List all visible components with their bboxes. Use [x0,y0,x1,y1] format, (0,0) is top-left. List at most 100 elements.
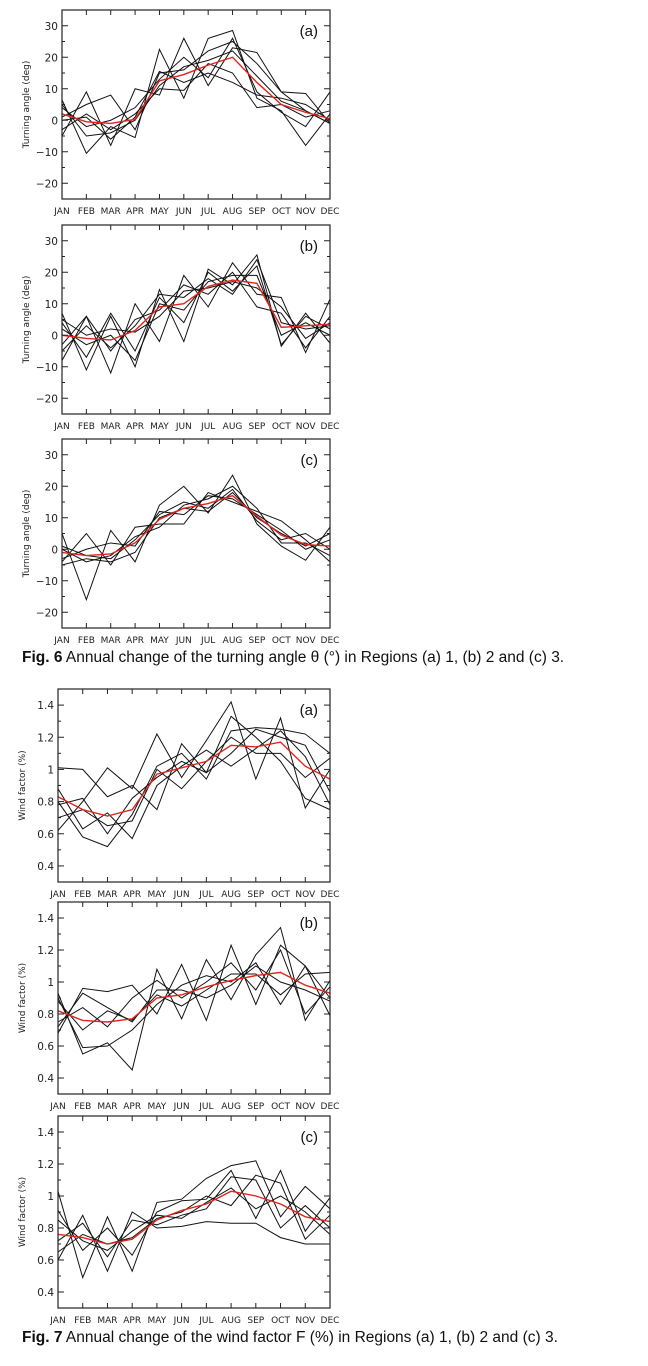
panel-label: (c) [301,1129,319,1146]
panel-label: (c) [301,452,319,469]
y-tick-label: 1 [47,764,54,776]
x-tick-label: JUL [198,1102,213,1112]
panel-label: (a) [300,23,318,40]
x-tick-label: JAN [49,1316,65,1326]
x-tick-label: DEC [321,636,340,646]
series-line-2 [57,1169,331,1257]
x-tick-label: JAN [53,422,69,432]
y-tick-label: 0 [51,330,58,342]
series-line-6 [61,281,331,340]
y-tick-label: 0.4 [37,1287,54,1299]
y-tick-label: 20 [45,267,58,279]
y-axis-title: Wind factor (%) [18,1177,28,1247]
series-line-2 [57,962,331,1049]
x-tick-label: NOV [295,1316,316,1326]
series-line-0 [61,253,331,372]
x-tick-label: JUN [175,636,192,646]
x-tick-label: DEC [321,1316,340,1326]
series-line-4 [61,37,331,128]
y-axis-title: Wind factor (%) [18,963,28,1033]
x-tick-label: SEP [248,207,265,217]
x-tick-label: AUG [223,636,243,646]
fig6-caption-label: Fig. 6 [22,649,63,666]
x-tick-label: MAY [148,1316,167,1326]
y-axis-title: Turning angle (deg) [22,490,32,579]
x-tick-label: AUG [223,422,243,432]
x-tick-label: NOV [296,636,317,646]
y-tick-label: 0.8 [37,1009,54,1021]
x-tick-label: JUN [173,890,190,900]
x-tick-label: NOV [296,422,317,432]
y-tick-label: 0.6 [37,1255,54,1267]
y-tick-label: 10 [45,299,58,311]
x-tick-label: APR [126,207,144,217]
x-tick-label: JUN [175,207,192,217]
series-line-1 [61,261,331,375]
y-tick-label: 1.2 [37,1159,54,1171]
x-tick-label: DEC [321,890,340,900]
y-tick-label: −20 [36,393,58,405]
series-line-0 [61,474,331,602]
series-line-5 [61,70,331,140]
x-tick-label: DEC [321,207,340,217]
x-tick-label: NOV [295,1102,316,1112]
y-tick-label: 0.4 [37,861,54,873]
x-tick-label: FEB [78,422,95,432]
x-tick-label: MAR [101,636,121,646]
fig6-caption: Fig. 6 Annual change of the turning angl… [22,649,564,667]
mean-line [61,279,331,341]
x-tick-label: OCT [272,636,291,646]
series-line-4 [61,485,331,563]
x-tick-label: MAY [148,890,167,900]
panel-label: (b) [300,915,318,932]
x-tick-label: SEP [247,1102,264,1112]
x-tick-label: DEC [321,1102,340,1112]
x-tick-label: JAN [49,890,65,900]
fig6-caption-text: Annual change of the turning angle θ (°)… [62,649,565,666]
y-tick-label: 30 [45,21,58,33]
x-tick-label: JUN [173,1102,190,1112]
x-tick-label: SEP [248,422,265,432]
mean-line [61,56,331,125]
mean-line [57,971,331,1023]
fig7-caption: Fig. 7 Annual change of the wind factor … [22,1329,558,1347]
y-tick-label: 1.4 [37,913,54,925]
fig7-caption-text: Annual change of the wind factor F (%) i… [62,1329,558,1346]
x-tick-label: FEB [74,1102,91,1112]
y-tick-label: 0.6 [37,1041,54,1053]
x-tick-label: JUL [198,1316,213,1326]
series-line-0 [61,29,331,155]
x-tick-label: NOV [295,890,316,900]
x-tick-label: JUN [173,1316,190,1326]
x-tick-label: MAY [148,1102,167,1112]
y-tick-label: 0.8 [37,1223,54,1235]
series-line-2 [61,40,331,131]
x-tick-label: OCT [272,207,291,217]
series-line-3 [57,1176,331,1258]
series-line-4 [57,971,331,1031]
x-tick-label: JAN [49,1102,65,1112]
y-tick-label: 1.4 [37,1127,54,1139]
y-tick-label: 1.2 [37,732,54,744]
series-line-5 [57,728,331,835]
x-tick-label: MAR [97,890,117,900]
series-line-1 [61,491,331,566]
x-tick-label: MAR [97,1316,117,1326]
y-tick-label: 0 [51,115,58,127]
series-line-0 [57,700,331,831]
x-tick-label: MAY [150,422,169,432]
mean-line [57,1190,331,1245]
y-tick-label: 0 [51,544,58,556]
x-tick-label: MAY [150,207,169,217]
mean-line [61,494,331,557]
y-tick-label: 0.8 [37,797,54,809]
y-axis-title: Wind factor (%) [18,750,28,820]
series-line-5 [57,965,331,1028]
y-tick-label: 0.4 [37,1073,54,1085]
x-tick-label: JUL [198,890,213,900]
